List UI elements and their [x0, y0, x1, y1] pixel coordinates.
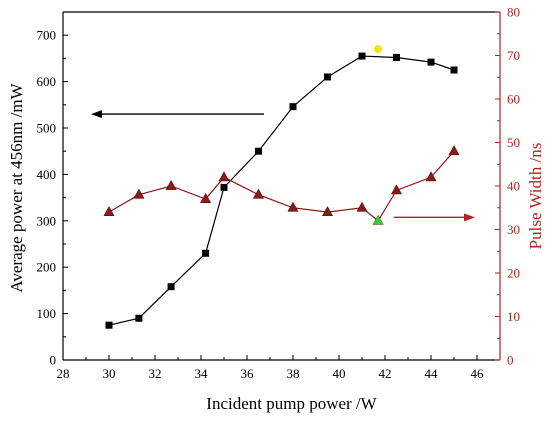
left-y-tick-label: 200: [37, 260, 57, 275]
average-power-series-line: [108, 55, 455, 326]
left-y-tick-label: 0: [50, 353, 57, 368]
right-y-tick-label: 0: [507, 353, 514, 368]
pulse-width-point: [448, 145, 460, 156]
pulse-width-point: [133, 188, 145, 199]
right-y-tick-label: 40: [507, 179, 520, 194]
x-tick-label: 32: [149, 366, 162, 381]
average-power-point: [393, 53, 400, 61]
average-power-point: [255, 147, 262, 155]
average-power-point: [135, 314, 143, 322]
left-pointing-arrowhead: [91, 110, 102, 119]
average-power-point: [324, 73, 331, 81]
series-group: [103, 45, 460, 329]
highlight-pulse-point: [373, 215, 384, 225]
average-power-point: [427, 58, 435, 66]
average-power-point: [358, 52, 366, 60]
highlight-power-point: [374, 45, 383, 54]
pulse-width-point: [200, 193, 212, 203]
right-y-tick-label: 10: [507, 309, 520, 324]
pulse-width-point: [252, 188, 265, 199]
average-power-point: [105, 321, 113, 329]
x-tick-label: 46: [471, 366, 485, 381]
annotations-group: [91, 110, 475, 222]
right-y-tick-label: 60: [507, 92, 520, 107]
pulse-width-point: [425, 171, 437, 182]
ticks-group: 28 30 32 34 36 38 40 42 44 4601002003004005006007…: [37, 5, 521, 382]
x-tick-label: 34: [195, 366, 209, 381]
average-power-point: [167, 283, 175, 291]
right-y-tick-label: 80: [507, 5, 520, 20]
pulse-width-point: [321, 206, 334, 216]
x-tick-label: 38: [287, 366, 300, 381]
x-tick-label: 28: [57, 366, 70, 381]
pulse-width-point: [218, 171, 230, 182]
left-y-axis-title: Average power at 456nm /mW: [7, 82, 26, 292]
right-pointing-arrowhead: [464, 213, 475, 222]
axes-group: [62, 11, 501, 361]
average-power-point: [289, 103, 297, 111]
pulse-width-point: [165, 179, 177, 190]
right-y-axis-title: Pulse Width /ns: [526, 143, 545, 250]
right-y-tick-label: 50: [507, 135, 520, 150]
pulse-width-point: [390, 184, 403, 195]
right-y-tick-label: 20: [507, 266, 520, 281]
left-y-tick-label: 700: [37, 28, 57, 43]
average-power-point: [220, 183, 228, 191]
average-power-point: [450, 66, 458, 74]
right-y-tick-label: 70: [507, 48, 520, 63]
left-y-tick-label: 100: [37, 306, 57, 321]
right-y-tick-label: 30: [507, 222, 520, 237]
pulse-width-point: [287, 201, 299, 212]
x-tick-label: 42: [379, 366, 392, 381]
left-y-tick-label: 500: [37, 121, 57, 136]
left-y-tick-label: 300: [37, 213, 57, 228]
left-y-tick-label: 600: [37, 74, 57, 89]
x-tick-label: 30: [103, 366, 116, 381]
x-tick-label: 44: [425, 366, 439, 381]
pulse-width-point: [356, 201, 368, 212]
pulse-width-point: [103, 206, 115, 216]
x-tick-label: 36: [241, 366, 255, 381]
pulse-width-series-line: [108, 150, 455, 222]
left-y-tick-label: 400: [37, 167, 57, 182]
x-tick-label: 40: [333, 366, 346, 381]
x-axis-title: Incident pump power /W: [206, 394, 377, 413]
average-power-point: [202, 249, 210, 257]
